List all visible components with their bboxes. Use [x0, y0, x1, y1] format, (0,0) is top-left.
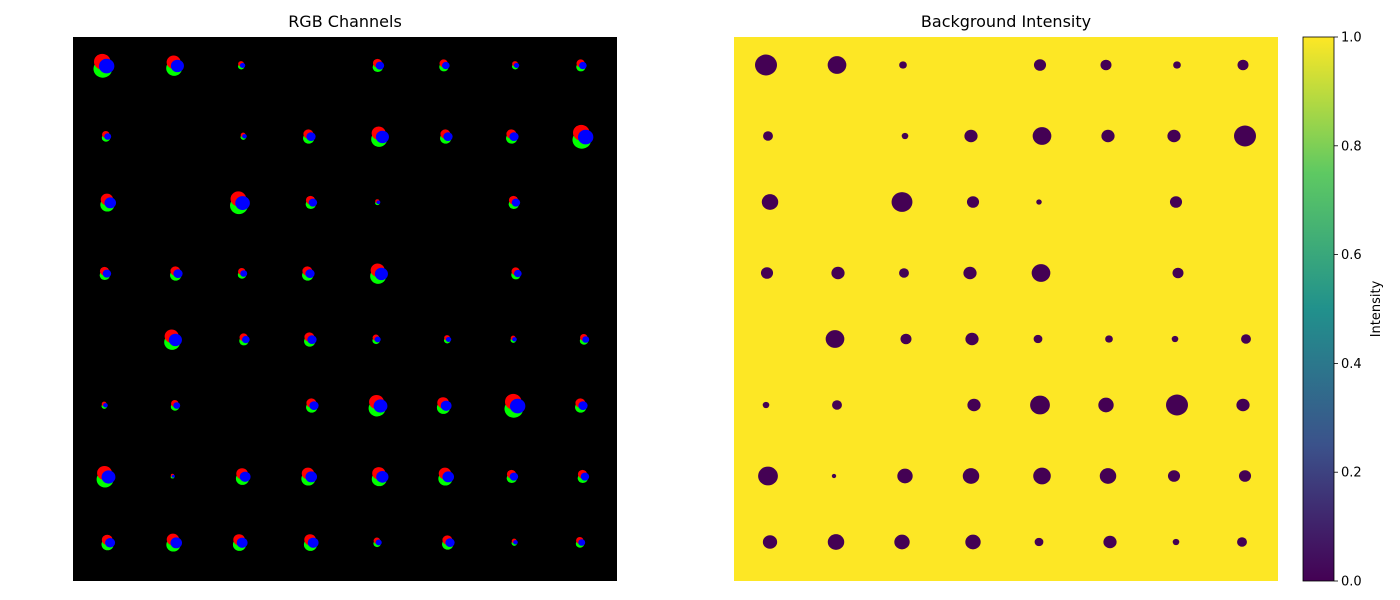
intensity-blob-0-2: [899, 61, 907, 68]
intensity-blob-1-2: [902, 133, 909, 139]
intensity-blob-3-1: [831, 267, 844, 280]
colorbar: [1303, 37, 1334, 581]
intensity-blob-7-3: [965, 535, 980, 550]
intensity-blob-3-4: [1032, 264, 1051, 282]
intensity-blob-2-6: [1170, 196, 1182, 207]
colorbar-tick-label: 0.0: [1341, 575, 1362, 590]
intensity-blob-0-7: [1238, 60, 1249, 70]
background-intensity-image: [734, 37, 1278, 581]
intensity-blob-5-4: [1030, 396, 1050, 415]
intensity-blob-0-0: [755, 55, 777, 76]
intensity-blob-5-6: [1166, 395, 1188, 416]
intensity-blob-1-7: [1234, 126, 1256, 147]
intensity-blob-4-4: [1034, 335, 1043, 343]
colorbar-tick-label: 0.2: [1341, 466, 1362, 481]
intensity-blob-7-1: [828, 534, 845, 550]
intensity-blob-6-1: [832, 474, 836, 478]
intensity-blob-2-0: [762, 194, 779, 210]
intensity-blob-3-6: [1173, 268, 1184, 278]
intensity-blob-5-3: [967, 399, 980, 412]
intensity-blob-4-3: [965, 333, 978, 346]
intensity-blob-4-5: [1105, 335, 1113, 342]
intensity-blob-5-0: [763, 402, 770, 408]
intensity-blob-0-5: [1101, 60, 1112, 70]
intensity-blob-1-0: [763, 131, 773, 140]
intensity-blob-6-5: [1100, 468, 1117, 484]
colorbar-tick-label: 0.6: [1341, 248, 1362, 263]
intensity-blob-6-3: [963, 468, 980, 484]
colorbar-tick-label: 0.8: [1341, 139, 1362, 154]
intensity-blob-2-4: [1036, 199, 1042, 204]
intensity-blob-7-2: [894, 535, 909, 550]
colorbar-label: Intensity: [1369, 280, 1384, 337]
intensity-blob-7-6: [1173, 539, 1180, 545]
rgb-channels-image: [73, 37, 617, 581]
intensity-blob-4-7: [1241, 334, 1251, 343]
intensity-blob-2-3: [967, 196, 979, 207]
intensity-blob-2-2: [892, 192, 913, 212]
intensity-blob-4-2: [901, 334, 912, 344]
intensity-blob-0-6: [1173, 61, 1181, 68]
intensity-blob-1-3: [964, 130, 977, 143]
intensity-blob-4-1: [826, 330, 845, 348]
intensity-blob-3-3: [963, 267, 976, 280]
intensity-blob-5-7: [1236, 399, 1249, 412]
intensity-blob-7-7: [1237, 537, 1247, 546]
intensity-blob-6-0: [758, 467, 778, 486]
colorbar-tick-label: 1.0: [1341, 31, 1362, 46]
intensity-blob-1-6: [1167, 130, 1180, 143]
intensity-blob-1-4: [1033, 127, 1052, 145]
intensity-blob-6-6: [1168, 470, 1180, 481]
colorbar-tick-label: 0.4: [1341, 357, 1362, 372]
intensity-blob-7-4: [1035, 538, 1044, 546]
intensity-blob-6-4: [1033, 468, 1051, 485]
intensity-blob-3-2: [899, 268, 909, 277]
intensity-blob-7-0: [763, 535, 777, 549]
intensity-blob-5-5: [1098, 398, 1113, 413]
intensity-blob-1-5: [1101, 130, 1114, 143]
intensity-blob-7-5: [1103, 536, 1116, 549]
intensity-blob-0-4: [1034, 59, 1046, 70]
intensity-blob-3-0: [761, 267, 773, 278]
intensity-blob-5-1: [832, 400, 842, 409]
colorbar-ticks: 0.0 0.2 0.4 0.6 0.8 1.0: [1334, 31, 1362, 590]
intensity-blob-4-6: [1172, 336, 1179, 342]
intensity-blob-0-1: [828, 56, 847, 74]
intensity-blob-6-2: [897, 469, 912, 484]
intensity-blob-6-7: [1239, 470, 1251, 481]
